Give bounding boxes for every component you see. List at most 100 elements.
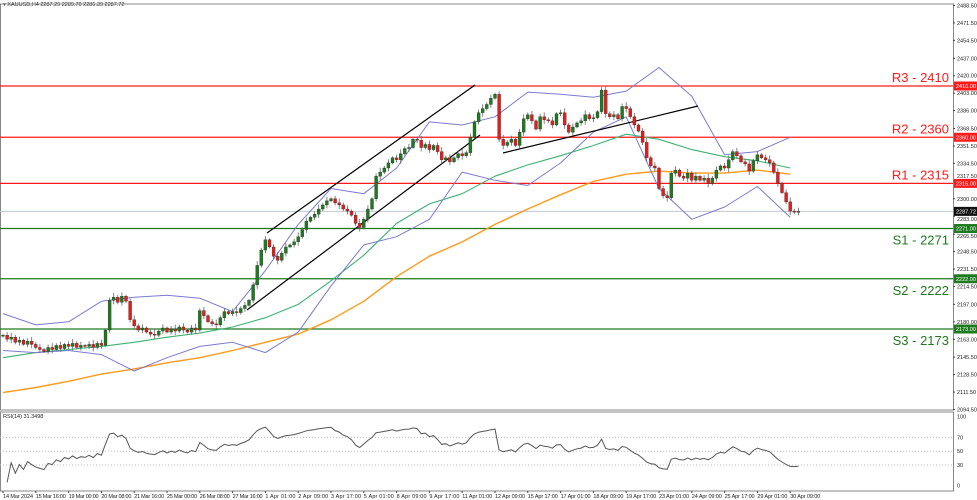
current-price-tag <box>954 206 977 216</box>
time-tick-label: 26 Mar 08:00 <box>200 494 230 500</box>
ohlc-readout: 2287.29 2289.70 2286.39 2287.72 <box>40 2 125 8</box>
price-tick-label: 2471.50 <box>957 21 977 27</box>
price-tag <box>954 178 977 188</box>
time-tick-label: 23 Apr 01:00 <box>659 494 689 500</box>
bearish-candle <box>497 94 501 140</box>
bullish-candle <box>321 204 325 210</box>
time-tick-label: 29 Apr 01:00 <box>757 494 787 500</box>
bearish-candle <box>534 120 538 130</box>
bearish-candle <box>448 157 452 163</box>
bullish-candle <box>198 310 202 331</box>
bullish-candle <box>288 244 292 248</box>
price-tag <box>954 224 977 234</box>
bearish-candle <box>722 165 727 169</box>
bullish-candle <box>382 167 386 173</box>
bullish-candle <box>25 341 30 345</box>
price-tag-label: 2271.00 <box>956 227 976 233</box>
bullish-candle <box>312 214 317 218</box>
rsi-tick-label: 50 <box>957 449 963 455</box>
bullish-candle <box>112 297 116 301</box>
bearish-candle <box>636 124 641 132</box>
bearish-candle <box>415 139 419 141</box>
bullish-candle <box>554 113 559 126</box>
symbol-label: XAUUSD,H4 <box>7 2 39 8</box>
bullish-candle <box>686 172 690 179</box>
bullish-candle <box>230 311 235 314</box>
bullish-candle <box>304 221 309 230</box>
bearish-candle <box>132 319 136 327</box>
bearish-candle <box>604 89 608 114</box>
bearish-candle <box>116 297 120 303</box>
bullish-candle <box>468 137 473 153</box>
price-tick-label: 2145.50 <box>957 355 977 361</box>
bullish-candle <box>390 157 395 164</box>
bearish-candle <box>42 349 46 352</box>
bearish-candle <box>194 327 198 331</box>
support-label: S2 - 2222 <box>893 283 949 298</box>
bearish-candle <box>743 161 747 165</box>
bullish-candle <box>280 252 284 261</box>
bearish-candle <box>267 239 272 248</box>
bearish-candle <box>214 323 218 326</box>
price-tick-label: 2283.00 <box>957 217 977 223</box>
bearish-candle <box>542 116 546 120</box>
bearish-candle <box>210 321 214 325</box>
time-tick-label: 19 Apr 17:00 <box>626 494 656 500</box>
moving-average-slow-line <box>2 169 791 394</box>
support-label: S1 - 2271 <box>893 233 949 248</box>
bullish-candle <box>284 246 288 254</box>
bearish-candle <box>58 345 63 349</box>
bullish-candle <box>374 176 378 199</box>
trendline <box>502 105 699 154</box>
bearish-candle <box>784 192 788 203</box>
price-tick-label: 2334.50 <box>957 161 977 167</box>
bullish-candle <box>694 176 698 181</box>
main-panel-frame <box>0 3 954 411</box>
price-tag-label: 2315.00 <box>956 181 976 187</box>
bearish-candle <box>661 188 665 196</box>
collapse-triangle-icon[interactable]: ▾ <box>3 2 6 8</box>
bullish-candle <box>403 148 407 154</box>
bullish-candle <box>796 211 801 213</box>
price-tick-label: 2420.00 <box>957 74 977 80</box>
time-tick-label: 5 Apr 01:00 <box>364 494 394 500</box>
bullish-candle <box>103 329 108 346</box>
bullish-candle <box>558 112 563 114</box>
bullish-candle <box>251 284 255 301</box>
bearish-candle <box>419 140 423 148</box>
bearish-candle <box>780 183 784 193</box>
time-tick-label: 19 Mar 00:00 <box>69 494 99 500</box>
bearish-candle <box>276 256 280 261</box>
bearish-candle <box>681 176 686 179</box>
bullish-candle <box>579 120 583 124</box>
bullish-candle <box>464 152 468 156</box>
bullish-candle <box>218 317 222 326</box>
bearish-candle <box>513 139 518 146</box>
time-tick-label: 1 Apr 01:00 <box>265 494 295 500</box>
bullish-candle <box>755 154 760 161</box>
rsi-tick-label: 30 <box>957 463 963 469</box>
time-tick-label: 2 Apr 09:00 <box>298 494 328 500</box>
bearish-candle <box>550 120 555 126</box>
bullish-candle <box>329 198 333 201</box>
price-tag-label: 2173.00 <box>956 327 976 333</box>
time-tick-label: 21 Mar 16:00 <box>134 494 164 500</box>
bearish-candle <box>690 172 694 181</box>
price-tick-label: 2488.50 <box>957 4 977 10</box>
bearish-candle <box>128 301 132 320</box>
bullish-candle <box>9 337 13 340</box>
bearish-candle <box>776 171 780 184</box>
bullish-candle <box>509 139 514 143</box>
bullish-candle <box>71 343 75 347</box>
price-tick-label: 2403.00 <box>957 91 977 97</box>
time-tick-label: 12 Apr 09:00 <box>495 494 525 500</box>
bullish-candle <box>493 94 497 99</box>
bearish-candle <box>645 142 649 158</box>
bullish-candle <box>476 112 481 123</box>
price-tick-label: 2163.00 <box>957 337 977 343</box>
price-tag <box>954 81 977 91</box>
time-tick-label: 27 Mar 16:00 <box>233 494 263 500</box>
price-tick-label: 2386.00 <box>957 109 977 115</box>
price-tick-label: 2300.00 <box>957 197 977 203</box>
